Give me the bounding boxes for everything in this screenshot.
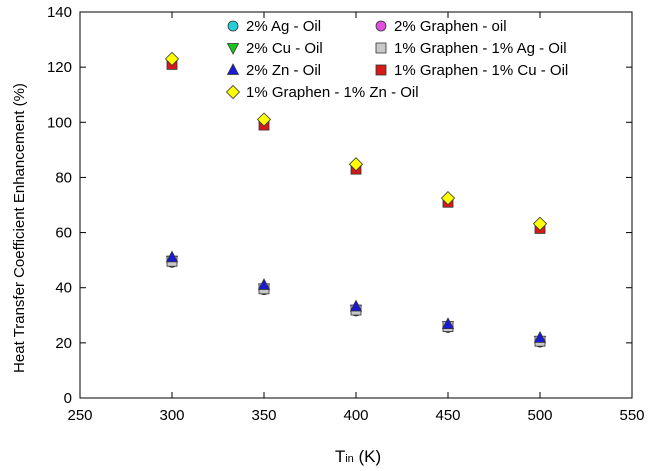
legend-item: 1% Graphen - 1% Ag - Oil (375, 40, 567, 57)
legend-item: 2% Ag - Oil (227, 18, 321, 35)
x-tick-label: 450 (435, 407, 460, 424)
x-axis-title: Tin (K) (335, 447, 381, 466)
legend-item: 2% Zn - Oil (226, 62, 321, 79)
y-tick-label: 140 (47, 4, 72, 21)
legend-item: 2% Graphen - oil (375, 18, 507, 35)
x-tick-label: 250 (67, 407, 92, 424)
x-axis-title-main: T (335, 447, 345, 466)
series-6 (164, 51, 548, 231)
legend-marker (375, 20, 387, 32)
data-point (441, 317, 455, 330)
data-point (164, 51, 180, 66)
data-point (257, 278, 271, 290)
y-tick-label: 40 (55, 280, 72, 297)
legend-item: 1% Graphen - 1% Cu - Oil (375, 62, 568, 79)
y-tick-label: 80 (55, 169, 72, 186)
x-axis: 250 300 350 400 450 500 550 (67, 12, 645, 424)
legend-marker (226, 43, 240, 55)
y-tick-label: 60 (55, 225, 72, 242)
legend-label: 2% Cu - Oil (246, 40, 323, 57)
x-tick-label: 500 (527, 407, 552, 424)
x-tick-label: 550 (619, 407, 644, 424)
legend-item: 2% Cu - Oil (226, 40, 323, 57)
legend-marker (225, 84, 241, 100)
legend-marker (226, 63, 240, 75)
data-point (533, 331, 547, 343)
legend: 2% Ag - Oil 2% Cu - Oil 2% Zn - Oil 1% Grap… (225, 18, 568, 101)
x-tick-label: 400 (343, 407, 368, 424)
data-point (349, 299, 363, 312)
y-axis: 0 20 40 60 80 100 120 140 (47, 4, 632, 407)
y-tick-label: 100 (47, 114, 72, 131)
series-4 (165, 250, 547, 343)
legend-marker (375, 42, 387, 54)
data-points (164, 51, 548, 348)
y-tick-label: 120 (47, 59, 72, 76)
data-point (440, 191, 456, 206)
x-axis-title-unit: (K) (354, 447, 381, 466)
y-axis-title: Heat Transfer Coefficient Enhancement (%… (11, 83, 28, 373)
data-point (532, 216, 548, 231)
x-tick-label: 300 (159, 407, 184, 424)
y-tick-label: 0 (64, 390, 72, 407)
legend-label: 2% Ag - Oil (246, 18, 321, 35)
x-axis-title-subscript: in (345, 453, 354, 465)
legend-item: 1% Graphen - 1% Zn - Oil (225, 84, 419, 101)
legend-label: 2% Graphen - oil (394, 18, 507, 35)
legend-label: 2% Zn - Oil (246, 62, 321, 79)
legend-marker (375, 64, 387, 76)
x-tick-label: 350 (251, 407, 276, 424)
legend-label: 1% Graphen - 1% Ag - Oil (394, 40, 567, 57)
y-tick-label: 20 (55, 335, 72, 352)
data-point (165, 250, 179, 263)
legend-marker (227, 20, 239, 32)
legend-label: 1% Graphen - 1% Zn - Oil (246, 84, 419, 101)
data-point (256, 112, 272, 127)
legend-label: 1% Graphen - 1% Cu - Oil (394, 62, 568, 79)
data-point (348, 157, 364, 172)
